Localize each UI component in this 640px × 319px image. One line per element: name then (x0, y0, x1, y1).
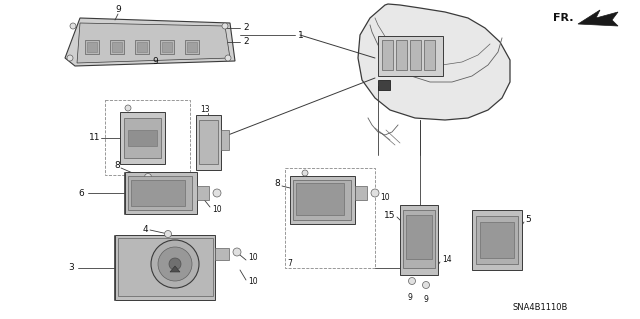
Text: 14: 14 (442, 256, 452, 264)
Circle shape (70, 23, 76, 29)
Bar (285, 168, 375, 268)
Circle shape (169, 258, 181, 270)
Circle shape (422, 281, 429, 288)
Bar (480, 222, 514, 258)
Circle shape (158, 247, 192, 281)
Text: 10: 10 (248, 254, 258, 263)
Text: 5: 5 (525, 216, 531, 225)
Bar (406, 215, 432, 259)
Bar (296, 183, 344, 215)
Bar (221, 130, 229, 150)
Bar (472, 210, 522, 270)
Circle shape (371, 189, 379, 197)
Circle shape (233, 248, 241, 256)
Bar (197, 186, 209, 200)
Bar (120, 112, 165, 164)
Circle shape (408, 278, 415, 285)
Text: 9: 9 (115, 5, 121, 14)
Circle shape (302, 170, 308, 176)
Bar (131, 180, 185, 206)
Bar (476, 216, 518, 264)
Text: 13: 13 (200, 106, 210, 115)
Bar (355, 186, 367, 200)
Bar (128, 130, 157, 146)
Bar (87, 42, 97, 52)
Bar (160, 40, 174, 54)
Text: 10: 10 (248, 278, 258, 286)
Text: 2: 2 (243, 38, 248, 47)
Bar (199, 120, 218, 164)
Text: 15: 15 (383, 211, 395, 219)
Text: SNA4B1110B: SNA4B1110B (512, 302, 568, 311)
Bar (185, 40, 199, 54)
Circle shape (164, 231, 172, 238)
Circle shape (145, 174, 152, 181)
Bar (112, 42, 122, 52)
Text: 8: 8 (115, 161, 120, 170)
Polygon shape (65, 18, 235, 66)
Bar (403, 210, 435, 268)
Text: 12: 12 (125, 147, 134, 157)
Circle shape (213, 189, 221, 197)
Bar (162, 42, 172, 52)
Bar (118, 238, 213, 296)
Text: 10: 10 (380, 194, 390, 203)
Bar (128, 176, 192, 210)
Polygon shape (358, 4, 510, 120)
Text: 1: 1 (298, 31, 304, 40)
Text: 8: 8 (275, 179, 280, 188)
Text: 4: 4 (142, 226, 148, 234)
Bar (85, 40, 99, 54)
Bar (137, 42, 147, 52)
Bar (410, 40, 421, 70)
Polygon shape (578, 10, 618, 26)
Circle shape (125, 105, 131, 111)
Text: 9: 9 (424, 295, 428, 305)
Text: 7: 7 (287, 258, 292, 268)
Bar (378, 36, 443, 76)
Bar (400, 205, 438, 275)
Polygon shape (77, 23, 230, 63)
Bar (396, 40, 407, 70)
Bar (124, 118, 161, 158)
Text: 11: 11 (88, 133, 100, 143)
Text: 6: 6 (78, 189, 84, 197)
Circle shape (222, 23, 228, 29)
Bar (110, 40, 124, 54)
Bar (115, 235, 215, 300)
Bar (424, 40, 435, 70)
Bar (135, 40, 149, 54)
Bar (125, 172, 197, 214)
Text: 9: 9 (152, 57, 157, 66)
Text: FR.: FR. (554, 13, 574, 23)
Bar (290, 176, 355, 224)
Bar (196, 115, 221, 170)
Bar (382, 40, 393, 70)
Circle shape (225, 55, 231, 61)
Circle shape (151, 240, 199, 288)
Text: 10: 10 (212, 205, 221, 214)
Bar (293, 180, 351, 220)
Bar (215, 248, 229, 260)
Text: 9: 9 (408, 293, 412, 301)
Bar (378, 80, 390, 90)
Polygon shape (170, 266, 180, 272)
Text: 3: 3 (68, 263, 74, 272)
Text: 2: 2 (243, 24, 248, 33)
Bar (187, 42, 197, 52)
Bar (105, 100, 190, 175)
Circle shape (67, 55, 73, 61)
